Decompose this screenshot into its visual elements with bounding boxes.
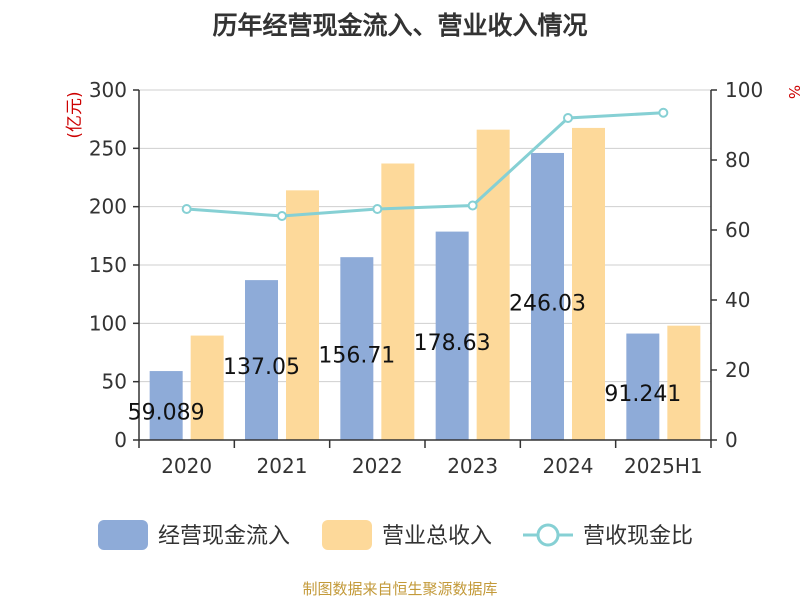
bar-cash-inflow: [149, 371, 183, 440]
data-label-cash-inflow: 91.241: [604, 382, 681, 407]
legend-label-total-revenue: 营业总收入: [382, 524, 492, 549]
legend-label-cash-inflow: 经营现金流入: [158, 524, 290, 549]
bar-total-revenue: [667, 325, 701, 440]
x-axis-category-label: 2024: [543, 454, 594, 478]
ratio-point: [277, 211, 287, 221]
right-axis-tick-label: 100: [725, 78, 763, 102]
legend-swatch-ratio-marker: [536, 523, 560, 547]
ratio-point: [658, 107, 669, 118]
right-axis-unit: %: [785, 85, 800, 99]
bar-cash-inflow: [531, 152, 564, 440]
ratio-point: [563, 113, 573, 123]
bar-total-revenue: [476, 129, 510, 440]
x-axis-category-label: 2023: [447, 454, 498, 478]
ratio-line-layer: [181, 107, 669, 221]
left-axis-unit: (亿元): [65, 91, 85, 138]
x-axis-category-label: 2022: [352, 454, 403, 478]
x-axis-category-label: 2020: [161, 454, 212, 478]
x-axis-category-label: 2025H1: [624, 454, 703, 478]
legend-swatch-total-revenue: [322, 520, 372, 550]
legend-swatch-cash-inflow: [98, 520, 148, 550]
data-source-note: 制图数据来自恒生聚源数据库: [302, 580, 497, 598]
bar-total-revenue: [286, 190, 319, 440]
grid-lines: [139, 89, 711, 383]
data-label-cash-inflow: 246.03: [509, 291, 586, 316]
chart-title: 历年经营现金流入、营业收入情况: [212, 11, 587, 40]
bar-total-revenue: [572, 127, 605, 441]
bar-cash-inflow: [626, 333, 660, 440]
ratio-line: [186, 111, 664, 218]
data-label-cash-inflow: 156.71: [318, 344, 395, 369]
bar-cash-inflow: [435, 231, 469, 440]
bars: [149, 127, 701, 441]
x-axis-category-label: 2021: [257, 454, 308, 478]
data-label-cash-inflow: 59.089: [128, 401, 205, 426]
legend-label-ratio: 营收现金比: [583, 524, 693, 549]
ratio-point: [467, 200, 478, 211]
ratio-point: [372, 204, 383, 214]
right-axis-tick-label: 80: [725, 148, 750, 172]
right-axis-tick-label: 60: [725, 218, 750, 242]
ratio-point: [181, 204, 192, 214]
right-axis-tick-label: 40: [725, 288, 750, 312]
right-axis-tick-label: 20: [725, 358, 750, 382]
data-label-cash-inflow: 178.63: [414, 331, 491, 356]
bar-cash-inflow: [340, 257, 374, 440]
legend: 经营现金流入 营业总收入 营收现金比: [98, 520, 693, 550]
left-axis-tick-label: 100: [89, 311, 127, 335]
right-axis-tick-label: 0: [725, 428, 738, 452]
bar-total-revenue: [190, 335, 224, 440]
left-axis-tick-label: 50: [102, 370, 127, 394]
left-axis-tick-label: 300: [89, 78, 127, 102]
bar-total-revenue: [381, 163, 415, 440]
left-axis-tick-label: 150: [89, 253, 127, 277]
left-axis-tick-label: 0: [114, 428, 127, 452]
bar-cash-inflow: [245, 280, 278, 440]
left-axis-tick-label: 250: [89, 136, 127, 160]
data-labels: 59.089 137.05 156.71 178.63 246.03 91.241: [128, 291, 682, 425]
left-axis-tick-label: 200: [89, 195, 127, 219]
axes: 0 50 100 150 200 250 300 0 20 40 60 80 100 2020 2021 20…: [89, 78, 763, 478]
data-label-cash-inflow: 137.05: [223, 355, 300, 380]
